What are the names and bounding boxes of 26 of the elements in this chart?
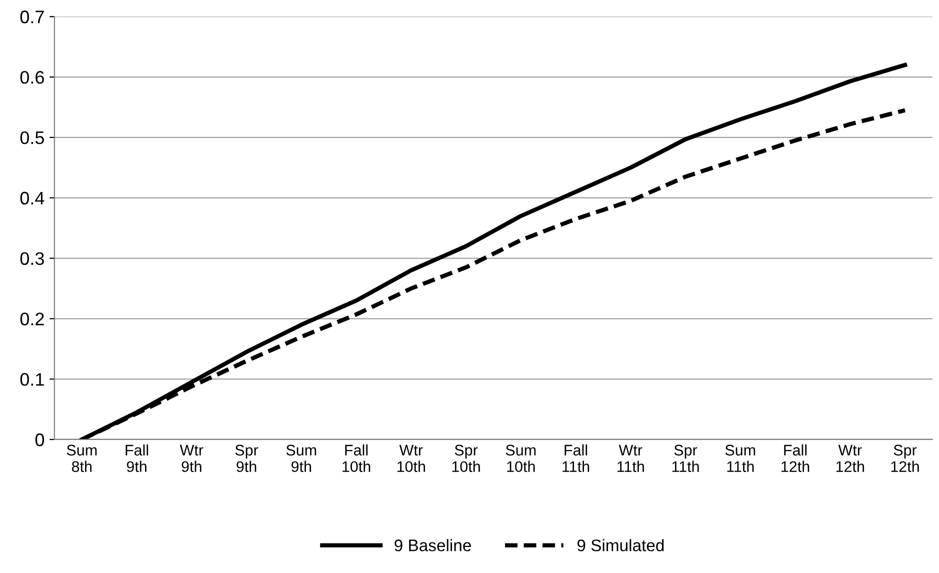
x-tick-label: Sum 11th [725, 444, 756, 472]
x-tick-label: Fall 10th [342, 444, 370, 472]
x-tick-label: Sum 10th [506, 444, 536, 472]
x-tick-label: Fall 12th [782, 444, 810, 472]
x-tick-label: Spr 10th [452, 444, 480, 472]
x-tick-label: Sum 9th [286, 444, 316, 472]
y-tick-label: 0.6 [20, 70, 44, 84]
x-tick-label: Wtr 10th [397, 444, 426, 472]
x-tick-label: Wtr 9th [180, 444, 204, 472]
legend-label: 9 Baseline [394, 539, 471, 552]
x-tick-label: Fall 9th [126, 444, 148, 472]
x-tick-label: Spr 11th [672, 444, 699, 472]
x-tick-label: Spr 12th [891, 444, 919, 472]
y-tick-label: 0 [35, 433, 44, 446]
x-tick-label: Sum 8th [66, 444, 97, 472]
legend-label: 9 Simulated [577, 539, 664, 552]
y-tick-label: 0.2 [20, 312, 44, 326]
x-tick-label: Fall 11th [562, 444, 590, 472]
x-tick-label: Wtr 12th [836, 444, 864, 472]
x-tick-label: Spr 9th [235, 444, 258, 472]
y-tick-label: 0.7 [20, 10, 44, 24]
x-tick-label: Wtr 11th [617, 444, 644, 472]
y-tick-label: 0.3 [20, 252, 44, 265]
y-tick-label: 0.1 [20, 373, 44, 386]
y-tick-label: 0.5 [20, 131, 44, 144]
y-tick-label: 0.4 [20, 192, 44, 205]
